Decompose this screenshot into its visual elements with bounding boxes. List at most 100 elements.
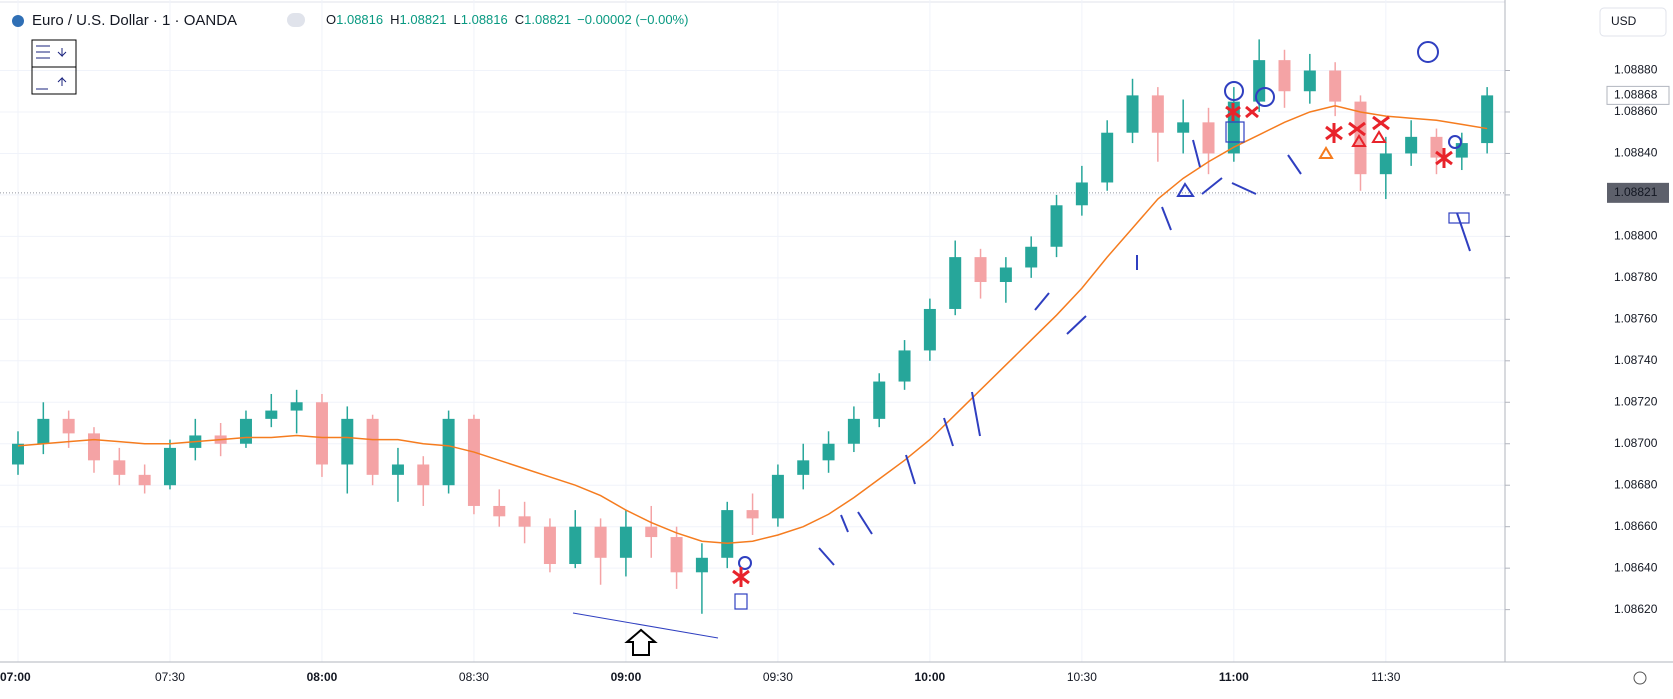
candle-body <box>265 410 278 419</box>
candle-body <box>163 447 176 486</box>
y-tick-label: 1.08860 <box>1614 104 1658 118</box>
x-tick-label: 08:30 <box>459 670 489 684</box>
x-tick-label: 11:00 <box>1219 670 1249 684</box>
x-tick-label: 10:30 <box>1067 670 1097 684</box>
circle <box>1224 81 1244 101</box>
x-tick-label: 07:00 <box>0 670 31 684</box>
candle-body <box>1050 205 1063 247</box>
ohlc-label: C <box>515 12 524 27</box>
candle-body <box>1177 122 1190 133</box>
candle-body <box>1075 182 1088 206</box>
price-axis-bg <box>1505 0 1673 694</box>
circle <box>1417 41 1439 63</box>
collapse-button[interactable] <box>287 13 305 27</box>
y-tick-label: 1.08680 <box>1614 477 1658 491</box>
candle-body <box>442 418 455 486</box>
candle-body <box>1481 95 1494 144</box>
box <box>1448 212 1470 224</box>
star <box>1325 123 1343 143</box>
candle-body <box>594 526 607 558</box>
y-tick-label: 1.08840 <box>1614 146 1658 160</box>
candle-body <box>493 505 506 517</box>
currency-button[interactable] <box>1599 7 1667 37</box>
candle-body <box>873 381 886 419</box>
y-tick-label: 1.08800 <box>1614 229 1658 243</box>
moving-average <box>17 104 1488 545</box>
candle-body <box>822 443 835 461</box>
candle-body <box>315 402 328 465</box>
y-tick-label: 1.08640 <box>1614 560 1658 574</box>
star <box>732 567 750 587</box>
ohlc-label: H <box>390 12 399 27</box>
legend: Euro / U.S. Dollar · 1 · OANDA O1.08816 H… <box>12 12 688 29</box>
y-tick-label: 1.08700 <box>1614 436 1658 450</box>
candle-body <box>1430 136 1443 158</box>
candle-body <box>771 474 784 519</box>
candle-body <box>1379 153 1392 175</box>
candle-body <box>518 516 531 527</box>
candle-body <box>467 418 480 506</box>
last-price-tag <box>1607 182 1669 203</box>
candle-body <box>1101 132 1114 183</box>
settings-icon[interactable] <box>1633 671 1647 685</box>
symbol-icon <box>12 15 24 27</box>
y-tick-label: 1.08660 <box>1614 519 1658 533</box>
ohlc-value: 1.08816 <box>336 12 383 27</box>
rect-mark <box>1176 182 1195 197</box>
y-tick-label: 1.08720 <box>1614 394 1658 408</box>
candle-body <box>1202 122 1215 154</box>
candle-body <box>1126 95 1139 133</box>
candle-body <box>391 464 404 475</box>
candle-body <box>1455 143 1468 158</box>
currency: USD <box>1611 14 1637 28</box>
x-tick-label: 09:00 <box>611 670 642 684</box>
star <box>1225 103 1241 121</box>
x-tick-label: 10:00 <box>915 670 946 684</box>
candle-body <box>847 418 860 444</box>
candle-body <box>113 460 126 475</box>
candle-body <box>746 510 759 519</box>
y-tick-label: 1.08760 <box>1614 312 1658 326</box>
x-tick-label: 07:30 <box>155 670 185 684</box>
candle-body <box>62 418 75 434</box>
x-tick-label: 11:30 <box>1371 670 1400 684</box>
ohlc-value: 1.08821 <box>400 12 447 27</box>
candle-body <box>1405 136 1418 154</box>
candle-body <box>37 418 50 444</box>
candle-body <box>239 418 252 444</box>
candle-body <box>1329 70 1342 102</box>
price-tag <box>1606 85 1670 105</box>
candle-body <box>1025 246 1038 268</box>
ohlc: O1.08816 H1.08821 L1.08816 C1.08821 −0.00002… <box>326 12 688 27</box>
circle <box>1255 87 1275 107</box>
candle-body <box>974 257 987 283</box>
ohlc-label: L <box>454 12 461 27</box>
candle-body <box>695 557 708 573</box>
x-tick-label: 08:00 <box>307 670 338 684</box>
ohlc-label: O <box>326 12 336 27</box>
star <box>1348 121 1366 137</box>
y-tick-label: 1.08620 <box>1614 602 1658 616</box>
stars <box>732 103 1453 587</box>
box <box>1225 121 1245 143</box>
candle-body <box>138 474 151 486</box>
candle-body <box>1278 60 1291 92</box>
candle-body <box>366 418 379 475</box>
triangle <box>1351 130 1387 147</box>
candle-body <box>645 526 658 538</box>
candle-body <box>721 510 734 558</box>
candle-body <box>417 464 430 486</box>
candle-body <box>341 418 354 465</box>
change: −0.00002 (−0.00%) <box>577 12 688 27</box>
candle-body <box>999 267 1012 283</box>
star <box>1435 148 1453 168</box>
candle-body <box>1151 95 1164 133</box>
candle-body <box>1253 60 1266 102</box>
price-tag-label: 1.08868 <box>1614 88 1658 102</box>
candle-body <box>898 350 911 382</box>
triangle <box>1318 146 1334 159</box>
candle-body <box>923 308 936 351</box>
y-tick-label: 1.08880 <box>1614 63 1658 77</box>
